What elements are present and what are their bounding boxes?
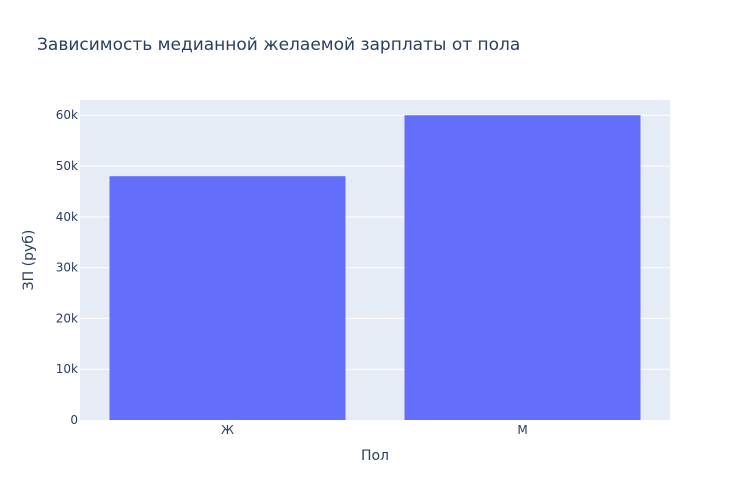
y-tick-label: 20k [56, 311, 78, 325]
bars [109, 115, 641, 420]
y-tick-label: 10k [56, 362, 78, 376]
y-tick-label: 50k [56, 159, 78, 173]
y-tick-label: 40k [56, 210, 78, 224]
bar-1 [109, 176, 346, 420]
bar-2 [404, 115, 641, 420]
x-axis-title: Пол [361, 448, 389, 464]
x-tick-label: М [517, 423, 527, 437]
y-tick-label: 0 [70, 413, 78, 427]
y-tick-labels: 0 10k 20k 30k 40k 50k 60k [56, 108, 78, 427]
y-axis-title: ЗП (руб) [21, 230, 37, 291]
y-tick-label: 60k [56, 108, 78, 122]
chart-title: Зависимость медианной желаемой зарплаты … [37, 35, 520, 55]
y-tick-label: 30k [56, 261, 78, 275]
x-tick-label: Ж [221, 423, 234, 437]
